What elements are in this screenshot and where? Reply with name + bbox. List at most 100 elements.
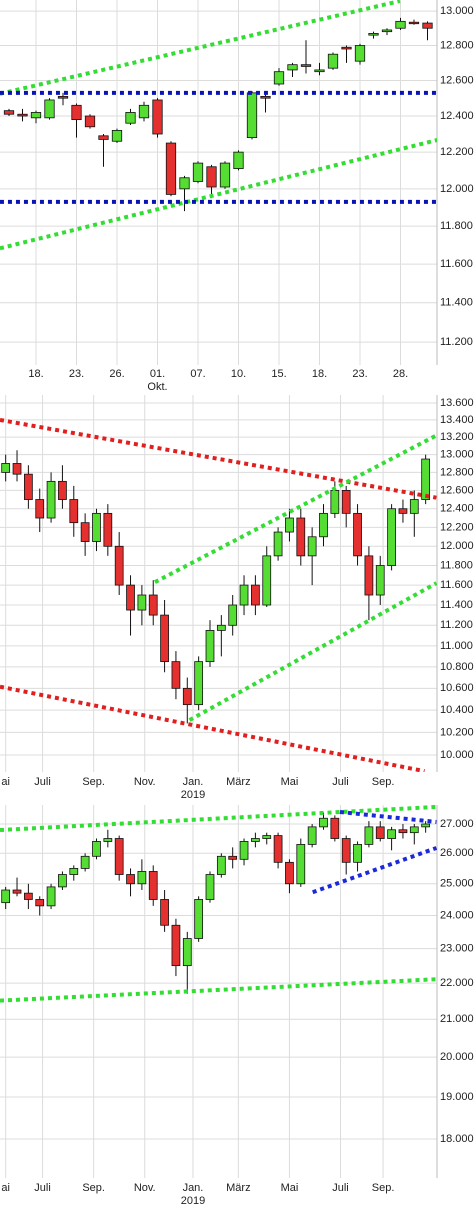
candle-body <box>398 829 408 834</box>
y-tick-label: 10.800 <box>440 661 474 673</box>
y-tick-label: 12.000 <box>440 183 474 195</box>
panel: 13.600 13.400 13.200 13.000 12.800 12.600 12.4… <box>0 395 474 801</box>
candle-body <box>364 826 374 845</box>
candle-body <box>69 867 79 875</box>
y-tick-label: 11.800 <box>440 220 473 232</box>
x-tick-label: Jan. <box>183 1182 204 1194</box>
candle-body <box>246 92 258 139</box>
candle-body <box>354 45 366 62</box>
y-tick-label: 19.000 <box>440 1091 474 1103</box>
x-tick-label: Sep. <box>372 1182 395 1194</box>
y-tick-label: 12.000 <box>440 540 474 552</box>
y-tick-label: 12.200 <box>440 146 474 158</box>
candle-body <box>80 855 90 869</box>
x-tick-label: 07. <box>190 368 205 380</box>
candle-body <box>182 938 192 967</box>
y-tick-label: 10.200 <box>440 726 474 738</box>
candle-body <box>57 96 69 99</box>
y-tick-label: 10.600 <box>440 682 474 694</box>
candle-body <box>341 46 352 50</box>
candle-body <box>327 53 339 69</box>
x-sublabel: 2019 <box>181 789 205 801</box>
candle-body <box>58 480 67 500</box>
candle-body <box>273 835 283 863</box>
candle-body <box>421 823 431 828</box>
y-tick-label: 23.000 <box>440 942 474 954</box>
trend-line <box>188 581 437 722</box>
candle-body <box>300 64 312 67</box>
candle-body <box>314 69 325 73</box>
candle-body <box>330 490 340 514</box>
candle-body <box>44 99 55 119</box>
candle-body <box>341 838 351 863</box>
candle-body <box>251 838 260 842</box>
x-tick-label: 18. <box>312 368 327 380</box>
candle-body <box>137 871 147 885</box>
candle-body <box>205 874 215 900</box>
y-tick-label: 12.800 <box>440 466 474 478</box>
candle-body <box>148 871 158 900</box>
candle-body <box>126 874 135 885</box>
x-tick-label: 23. <box>352 368 367 380</box>
candle-body <box>46 480 56 519</box>
candle-body <box>192 162 204 182</box>
panel: 27.000 26.000 25.000 24.000 23.000 22.000 21.0… <box>0 805 474 1206</box>
y-tick-label: 18.000 <box>440 1133 474 1145</box>
x-tick-label: Juli <box>332 776 349 788</box>
x-sublabel: 2019 <box>181 1195 205 1206</box>
y-tick-label: 13.400 <box>440 414 474 426</box>
candle-body <box>98 135 109 140</box>
candle-body <box>12 889 22 894</box>
y-tick-label: 12.400 <box>440 503 474 515</box>
candle-body <box>422 22 433 29</box>
candle-body <box>17 113 28 117</box>
y-tick-label: 13.200 <box>440 431 474 443</box>
trend-line <box>0 805 437 833</box>
x-tick-label: Sep. <box>372 776 395 788</box>
x-tick-label: Juli <box>34 776 51 788</box>
candle-body <box>179 177 190 190</box>
candle-body <box>273 531 283 557</box>
candle-body <box>71 104 82 121</box>
candle-body <box>3 110 15 115</box>
y-tick-label: 20.000 <box>440 1051 474 1063</box>
candle-body <box>228 855 238 860</box>
x-tick-label: Sep. <box>82 1182 105 1194</box>
candle-body <box>285 861 294 885</box>
candle-body <box>233 151 244 169</box>
trend-line <box>154 433 437 584</box>
y-tick-label: 12.600 <box>440 484 474 496</box>
y-tick-label: 11.200 <box>440 336 473 348</box>
candle-body <box>216 624 226 631</box>
y-tick-label: 12.600 <box>440 74 474 86</box>
candle-body <box>409 826 419 834</box>
candle-body <box>330 817 340 839</box>
candle-body <box>160 899 169 926</box>
candle-body <box>35 499 45 519</box>
candle-body <box>30 112 42 119</box>
x-tick-label: Mai <box>281 776 299 788</box>
trend-line <box>312 846 437 895</box>
candle-body <box>165 142 177 195</box>
y-tick-label: 12.200 <box>440 521 474 533</box>
x-tick-label: 15. <box>271 368 286 380</box>
x-sublabel: Okt. <box>147 381 167 393</box>
x-tick-label: 23. <box>69 368 84 380</box>
candle-body <box>409 499 419 514</box>
candle-body <box>12 463 22 475</box>
candle-body <box>35 899 45 907</box>
candle-body <box>285 517 294 533</box>
candle-body <box>239 841 249 860</box>
y-tick-label: 11.600 <box>440 258 473 270</box>
candle-body <box>307 826 317 845</box>
candle-body <box>92 512 101 542</box>
candle-body <box>92 841 101 857</box>
y-tick-label: 11.000 <box>440 640 473 652</box>
x-tick-label: März <box>226 1182 250 1194</box>
candle-body <box>206 166 217 188</box>
candle-body <box>381 29 393 33</box>
y-tick-label: 26.000 <box>440 847 474 859</box>
y-tick-label: 25.000 <box>440 878 474 890</box>
trend-line <box>339 810 437 824</box>
candle-body <box>239 584 249 606</box>
